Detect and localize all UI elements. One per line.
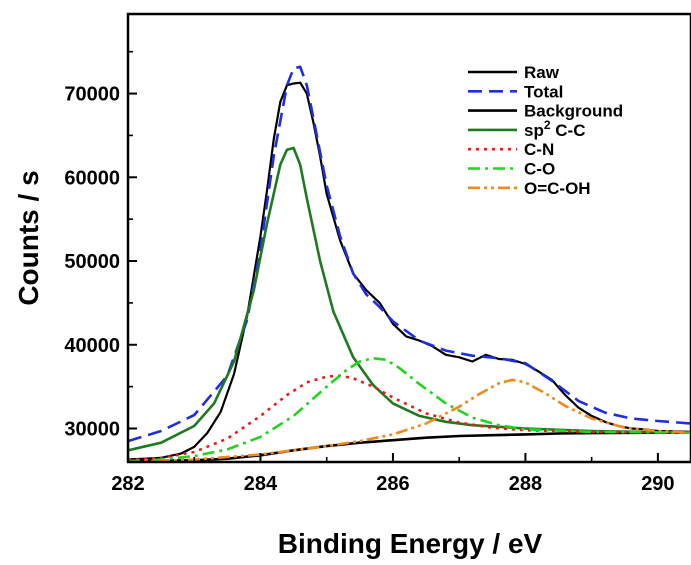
axes-layer: 282 284 286 288 290 30000 40000 50000 60000 70000 [64,12,691,495]
legend-label: Total [524,82,563,101]
y-tick-label: 70000 [64,84,120,106]
x-axis-title: Binding Energy / eV [278,528,543,559]
legend-item-sp2: sp2 C-C [468,118,585,140]
series-line-cn [128,374,691,462]
series-line-background [128,431,691,462]
series-layer [128,65,691,462]
legend-item-co: C-O [468,160,555,179]
x-tick-label: 286 [376,473,409,495]
legend-item-ocoh: O=C-OH [468,179,591,198]
legend-label: Background [524,102,623,121]
legend-label: O=C-OH [524,179,591,198]
legend-item-background: Background [468,102,623,121]
plot-frame [126,12,691,464]
legend-item-cn: C-N [468,140,554,159]
legend-label: Raw [524,63,560,82]
y-tick-label: 60000 [64,167,120,189]
legend-item-total: Total [468,82,563,101]
y-tick-label: 50000 [64,251,120,273]
legend-item-raw: Raw [468,63,560,82]
series-line-total [128,65,691,443]
legend-label: C-N [524,140,554,159]
y-tick-label: 40000 [64,335,120,357]
y-tick-label: 30000 [64,419,120,441]
x-tick-label: 284 [244,473,278,495]
series-line-raw [128,81,691,461]
legend-label: C-O [524,160,555,179]
series-line-sp2 [128,146,691,452]
x-tick-label: 288 [509,473,542,495]
series-line-ocoh [128,378,691,462]
x-tick-label: 282 [111,473,144,495]
series-line-co [128,356,691,462]
legend-label: sp2 C-C [524,118,585,140]
x-tick-label: 290 [641,473,674,495]
y-axis-title: Counts / s [13,170,44,305]
